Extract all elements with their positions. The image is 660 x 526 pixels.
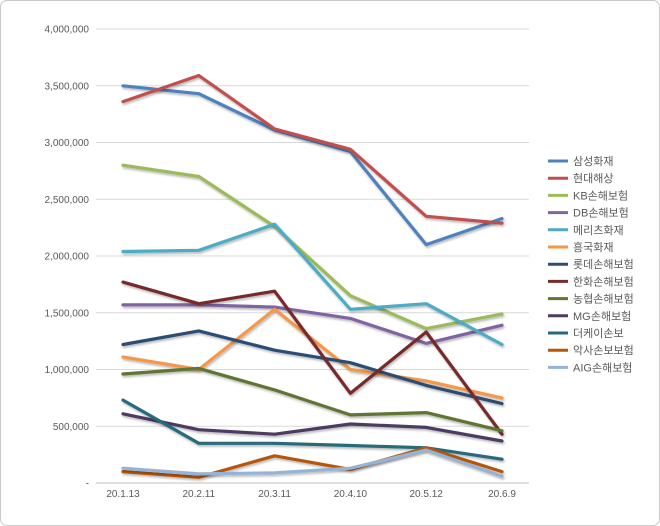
legend-item: 더케이손보: [548, 327, 624, 340]
series-line-9: [121, 412, 504, 443]
legend-label: AIG손해보험: [573, 360, 632, 374]
x-axis-tick-label: 20.3.11: [258, 489, 291, 500]
y-axis-tick-label: 4,000,000: [45, 25, 90, 36]
series-line-1: [121, 73, 504, 225]
x-axis-tick-label: 20.5.12: [410, 489, 444, 500]
legend-label: 현대해상: [573, 171, 613, 185]
y-axis-tick-label: 2,000,000: [45, 252, 90, 263]
legend-item: 현대해상: [548, 171, 613, 185]
legend-item: 삼성화재: [548, 155, 613, 168]
series-line-2: [121, 163, 504, 331]
series-line-5: [121, 307, 504, 400]
x-axis-tick-label: 20.1.13: [106, 489, 140, 500]
x-axis-tick-label: 20.4.10: [334, 489, 368, 500]
y-axis-tick-label: 3,500,000: [45, 81, 90, 92]
y-axis-tick-label: 1,500,000: [45, 308, 90, 319]
legend-item: KB손해보험: [548, 188, 628, 202]
legend-item: 한화손해보험: [548, 274, 634, 288]
y-axis-labels: - 500,000 1,000,000 1,500,000 2,000,000 2,500…: [45, 25, 90, 490]
legend-item: AIG손해보험: [548, 360, 632, 374]
legend-label: 농협손해보험: [573, 292, 634, 306]
legend-label: KB손해보험: [573, 188, 628, 202]
legend-item: DB손해보험: [548, 206, 629, 220]
series-line-8: [121, 366, 504, 433]
y-axis-tick-label: 1,000,000: [45, 365, 90, 376]
series-line-3: [121, 303, 504, 345]
series-line-0: [121, 84, 504, 247]
y-axis-tick-label: -: [86, 479, 89, 490]
legend-label: 한화손해보험: [573, 274, 634, 288]
y-axis-tick-label: 3,000,000: [45, 138, 90, 149]
legend-label: 메리츠화재: [573, 224, 624, 237]
x-axis-tick-label: 20.2.11: [182, 489, 215, 500]
legend-item: 롯데손해보험: [548, 257, 634, 271]
y-axis-tick-label: 2,500,000: [45, 195, 90, 206]
legend-item: 악사손보보험: [548, 344, 634, 357]
legend-label: 삼성화재: [573, 155, 613, 168]
y-axis-tick-label: 500,000: [53, 422, 90, 433]
series-line-7: [121, 280, 504, 436]
series-line-10: [121, 398, 504, 461]
legend-item: 농협손해보험: [548, 292, 634, 306]
x-axis-tick-label: 20.6.9: [488, 489, 516, 500]
series-line-11: [121, 446, 504, 479]
legend-item: 흥국화재: [548, 240, 613, 254]
legend-label: 롯데손해보험: [573, 257, 634, 271]
x-axis-labels: 20.1.13 20.2.11 20.3.11 20.4.10 20.5.12 20.6.…: [106, 489, 516, 500]
series-lines: [121, 73, 504, 479]
legend-label: 악사손보보험: [573, 344, 634, 357]
legend-item: 메리츠화재: [548, 224, 624, 237]
legend-item: MG손해보험: [548, 309, 631, 323]
series-line-6: [121, 329, 504, 406]
series-line-12: [121, 448, 504, 478]
gridlines: [96, 28, 529, 484]
legend-label: 더케이손보: [573, 327, 624, 340]
series-line-4: [121, 222, 504, 347]
legend-label: 흥국화재: [573, 240, 613, 254]
legend-label: MG손해보험: [573, 309, 631, 323]
legend-label: DB손해보험: [573, 206, 629, 220]
